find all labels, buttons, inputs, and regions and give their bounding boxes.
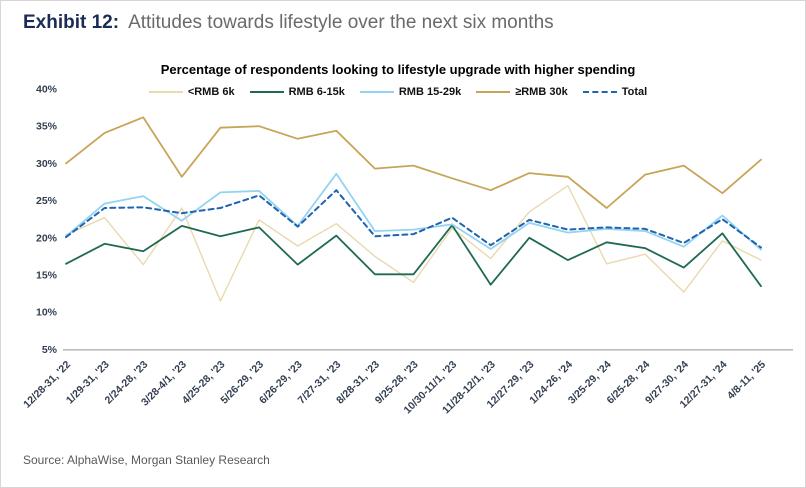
legend-item: Total [582, 86, 648, 98]
legend-item: RMB 15-29k [359, 86, 462, 98]
legend-item: RMB 6-15k [249, 86, 345, 98]
y-axis-tick-label: 20% [36, 232, 58, 244]
series-line-rmb-6-15k [65, 224, 762, 288]
y-axis-tick-label: 15% [36, 270, 58, 282]
x-axis-category-label: 4/8-11, '25 [725, 359, 768, 402]
legend-label: RMB 15-29k [398, 86, 462, 98]
legend-item: <RMB 6k [148, 86, 235, 98]
exhibit-title: Exhibit 12: Attitudes towards lifestyle o… [23, 11, 554, 35]
legend-label: Total [621, 86, 648, 98]
y-axis-tick-label: 35% [36, 121, 58, 133]
legend-item: ≥RMB 30k [476, 86, 568, 98]
exhibit-number-label: Exhibit 12: [23, 12, 120, 33]
series-line--rmb-30k [65, 116, 762, 209]
y-axis-tick-label: 40% [36, 84, 58, 96]
y-axis-tick-label: 25% [36, 195, 58, 207]
exhibit-title-text: Attitudes towards lifestyle over the nex… [128, 12, 554, 33]
y-axis-tick-label: 10% [36, 307, 58, 319]
legend-line-swatch [148, 91, 183, 93]
y-axis-tick-label: 30% [36, 158, 58, 170]
x-axis-category-label: 12/28-31, '22 [21, 359, 73, 411]
legend-line-swatch [359, 91, 394, 93]
series-line-total [65, 189, 762, 249]
legend-label: ≥RMB 30k [515, 86, 568, 98]
legend-line-swatch [249, 91, 284, 93]
legend-line-swatch [582, 91, 617, 93]
legend-label: RMB 6-15k [288, 86, 345, 98]
y-axis-tick-label: 5% [42, 344, 58, 356]
source-note: Source: AlphaWise, Morgan Stanley Resear… [23, 453, 270, 467]
series-line-rmb-15-29k [65, 172, 762, 251]
chart-legend: <RMB 6k RMB 6-15k RMB 15-29k ≥RMB 30k Total [1, 86, 795, 98]
legend-line-swatch [476, 91, 511, 93]
legend-label: <RMB 6k [187, 86, 235, 98]
chart-title: Percentage of respondents looking to lif… [160, 62, 636, 77]
series-line--rmb-6k [65, 184, 762, 302]
